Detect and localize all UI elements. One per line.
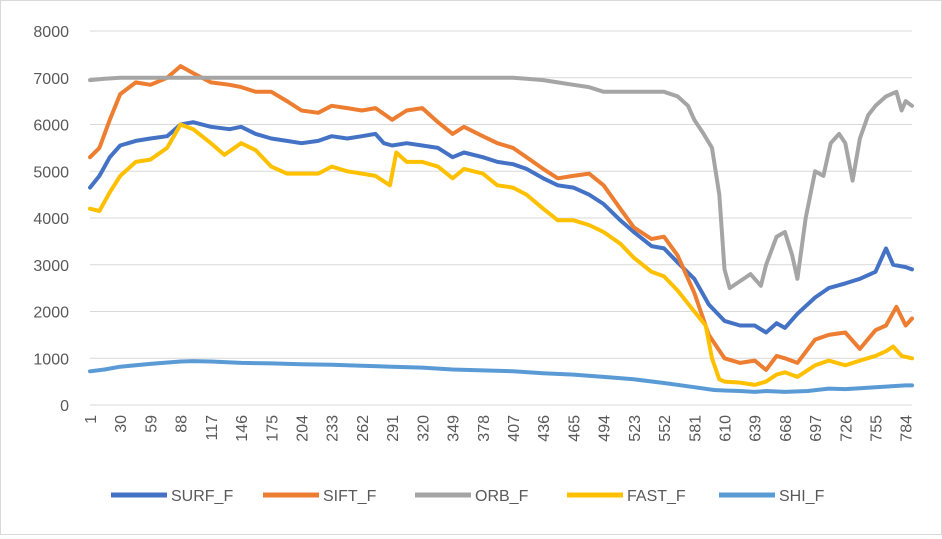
- x-tick-label: 436: [536, 415, 553, 442]
- x-tick-label: 88: [174, 415, 191, 433]
- x-tick-label: 204: [294, 415, 311, 442]
- y-tick-label: 3000: [33, 258, 69, 275]
- x-tick-label: 59: [143, 415, 160, 433]
- y-tick-label: 7000: [33, 71, 69, 88]
- legend-label: SURF_F: [171, 488, 233, 505]
- series-line-surf-f: [88, 120, 914, 335]
- series-group: [88, 64, 914, 394]
- legend-label: SIFT_F: [323, 488, 377, 505]
- legend-item: SIFT_F: [263, 488, 377, 505]
- legend: SURF_F SIFT_F ORB_F FAST_F SHI_F: [111, 488, 825, 505]
- x-tick-label: 697: [808, 415, 825, 442]
- x-tick-label: 639: [748, 415, 765, 442]
- series-line-sift-f: [88, 64, 914, 372]
- x-tick-label: 233: [325, 415, 342, 442]
- x-tick-label: 465: [566, 415, 583, 442]
- x-tick-label: 726: [838, 415, 855, 442]
- x-tick-label: 117: [204, 415, 221, 441]
- x-tick-label: 755: [869, 415, 886, 442]
- legend-item: ORB_F: [415, 488, 529, 505]
- x-tick-label: 291: [385, 415, 402, 442]
- y-tick-label: 2000: [33, 305, 69, 322]
- x-tick-label: 1: [83, 415, 100, 424]
- y-tick-label: 6000: [33, 118, 69, 135]
- y-tick-label: 5000: [33, 164, 69, 181]
- x-tick-label: 30: [113, 415, 130, 433]
- x-axis: 1 30 59 88 117 146 175 204 233 262 291 320 349 378 407…: [83, 404, 916, 442]
- y-tick-label: 8000: [33, 24, 69, 41]
- legend-item: SURF_F: [111, 488, 233, 505]
- legend-label: ORB_F: [475, 488, 529, 505]
- x-tick-label: 668: [778, 415, 795, 442]
- x-tick-label: 378: [476, 415, 493, 442]
- x-tick-label: 523: [627, 415, 644, 442]
- y-tick-label: 0: [60, 398, 69, 415]
- legend-label: SHI_F: [779, 488, 825, 505]
- x-tick-label: 581: [687, 415, 704, 442]
- y-tick-label: 1000: [33, 351, 69, 368]
- x-tick-label: 262: [355, 415, 372, 442]
- y-axis: 0 1000 2000 3000 4000 5000 6000 7000 8000: [33, 24, 69, 415]
- y-tick-label: 4000: [33, 211, 69, 228]
- legend-item: SHI_F: [719, 488, 825, 505]
- series-line-orb-f: [88, 75, 914, 291]
- series-line-shi-f: [88, 359, 914, 394]
- legend-item: FAST_F: [567, 488, 686, 505]
- x-tick-label: 349: [446, 415, 463, 442]
- x-tick-label: 146: [234, 415, 251, 442]
- x-tick-label: 494: [597, 415, 614, 442]
- x-tick-label: 320: [415, 415, 432, 442]
- x-tick-label: 552: [657, 415, 674, 442]
- x-tick-label: 407: [506, 415, 523, 442]
- legend-label: FAST_F: [627, 488, 686, 505]
- x-tick-label: 784: [899, 415, 916, 442]
- gridlines: [90, 30, 912, 359]
- x-tick-label: 610: [717, 415, 734, 442]
- series-line-fast-f: [88, 122, 914, 387]
- x-tick-label: 175: [264, 415, 281, 442]
